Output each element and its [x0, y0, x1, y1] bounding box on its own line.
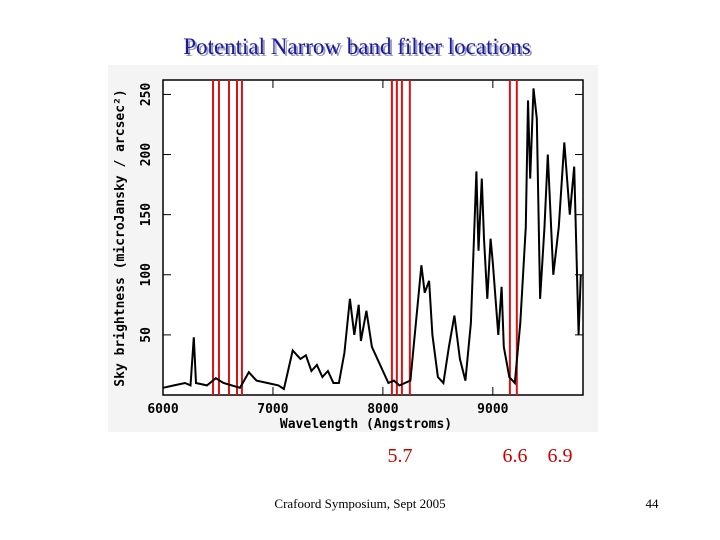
page-number: 44: [646, 496, 660, 511]
x-tick-label: 8000: [367, 402, 398, 417]
y-axis-label: Sky brightness (microJansky / arcsec²): [113, 89, 128, 386]
chart-title: Potential Narrow band filter locations: [183, 34, 531, 59]
y-tick-label: 200: [139, 143, 154, 167]
spectrum-line: [162, 88, 582, 391]
plot-frame: [162, 79, 584, 396]
x-axis-label: Wavelength (Angstroms): [280, 417, 452, 432]
y-tick-label: 250: [139, 83, 154, 107]
title-shadow: Potential Narrow band filter locations: [185, 36, 533, 61]
y-tick-label: 100: [139, 263, 154, 287]
footer: Crafoord Symposium, Sept 2005: [274, 496, 445, 511]
annotation: 6.6: [503, 445, 528, 467]
annotation: 5.7: [388, 445, 413, 467]
x-tick-label: 9000: [477, 402, 508, 417]
annotation: 6.9: [548, 445, 573, 467]
x-tick-label: 6000: [147, 402, 178, 417]
y-tick-label: 150: [139, 203, 154, 227]
x-tick-label: 7000: [257, 402, 288, 417]
y-tick-label: 50: [139, 327, 154, 343]
